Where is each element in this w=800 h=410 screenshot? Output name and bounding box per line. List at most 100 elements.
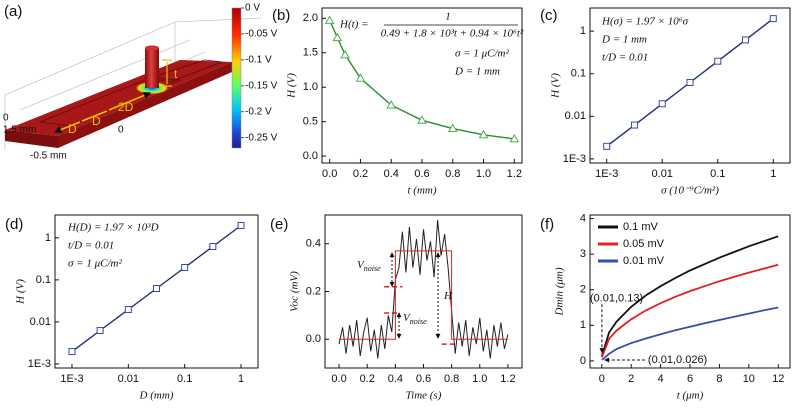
panel-label: (a)	[4, 3, 22, 20]
y-tick-label: 2.0	[303, 12, 318, 24]
annotation: 0.49 + 1.8 × 10³t + 0.94 × 10⁶t²	[381, 28, 524, 40]
y-tick-label: 2	[580, 284, 586, 296]
annotation: H(D) = 1.97 × 10³D	[67, 222, 159, 234]
annotation: (0.01,0.13)	[590, 292, 643, 304]
y-axis-label: H (V)	[286, 73, 298, 99]
plot-frame	[324, 214, 523, 369]
scene-label: D	[92, 114, 101, 128]
annotation: (0.01,0.026)	[648, 354, 707, 366]
y-tick-label: 1	[580, 25, 586, 37]
marker	[509, 133, 520, 143]
x-tick-label: 0.2	[353, 168, 368, 180]
x-tick-label: 0.2	[360, 373, 375, 385]
colorbar-label: -0.15 V	[245, 80, 278, 91]
scene-label: t	[174, 67, 178, 81]
marker	[68, 348, 76, 356]
series-line	[601, 263, 779, 358]
annotation-text: V	[403, 312, 411, 324]
marker	[714, 57, 722, 65]
scene-label: -0.5 mm	[30, 151, 67, 162]
x-tick-label: 0.8	[444, 373, 459, 385]
x-tick-label: 0.0	[331, 373, 346, 385]
x-tick-label: 0.0	[322, 168, 337, 180]
annotation-text: V	[357, 259, 365, 271]
annotation: Vnoise	[403, 312, 427, 326]
scene-label: 1.5 mm	[3, 125, 36, 136]
y-tick-label: 0	[580, 355, 586, 367]
annotation: σ = 1 μC/m²	[68, 258, 122, 270]
panel-label: (f)	[540, 216, 554, 233]
series-line	[601, 306, 779, 361]
y-tick-label: 1	[45, 232, 51, 244]
marker	[478, 129, 489, 139]
legend-label: 0.01 mV	[623, 255, 665, 267]
annotation-text: H	[443, 290, 453, 302]
annotation: σ = 1 μC/m²	[455, 48, 509, 60]
x-tick-label: 6	[687, 373, 693, 385]
marker	[686, 78, 694, 86]
x-tick-label: 0.8	[445, 168, 460, 180]
colorbar-label: 0 V	[245, 3, 260, 14]
marker	[386, 100, 397, 109]
scene-label: 0	[3, 113, 9, 124]
y-tick-label: 0.01	[30, 316, 51, 328]
panel-label: (b)	[272, 7, 290, 24]
colorbar-label: -0.1 V	[245, 54, 272, 65]
x-tick-label: 1	[770, 168, 776, 180]
y-tick-label: 4	[580, 212, 586, 224]
x-tick-label: 1E-3	[595, 168, 618, 180]
annotation: Vnoise	[357, 259, 381, 273]
annotation: D = 1 mm	[601, 34, 647, 46]
scene-label: D	[68, 122, 77, 136]
marker	[355, 73, 366, 82]
colorbar-label: -0.2 V	[245, 106, 272, 117]
x-tick-label: 0.01	[652, 168, 673, 180]
y-tick-label: 1.0	[303, 81, 318, 93]
annotation: H(σ) = 1.97 × 10⁶σ	[601, 16, 689, 28]
x-tick-label: 0.01	[118, 373, 139, 385]
panel-label: (d)	[5, 216, 23, 233]
marker	[630, 121, 638, 129]
marker	[332, 32, 343, 42]
x-tick-label: 0.6	[414, 168, 429, 180]
series-line	[338, 219, 509, 359]
y-axis-label: Voc (mV)	[289, 271, 301, 312]
panel-label: (c)	[540, 7, 558, 24]
x-tick-label: 0	[599, 373, 605, 385]
y-tick-label: 0.0	[303, 150, 318, 162]
x-axis-label: Time (s)	[406, 390, 442, 402]
x-tick-label: 2	[628, 373, 634, 385]
y-tick-label: 0.1	[36, 274, 51, 286]
y-tick-label: 1E-3	[28, 358, 51, 370]
annotation-text: (0.01,0.13)	[590, 292, 643, 304]
x-tick-label: 0.1	[177, 373, 192, 385]
marker	[96, 327, 104, 335]
colorbar-label: -0.25 V	[245, 132, 278, 143]
marker	[417, 115, 427, 124]
annotation-sub: noise	[364, 264, 381, 273]
legend-label: 0.1 mV	[623, 221, 659, 233]
marker	[209, 242, 217, 250]
legend-label: 0.05 mV	[623, 238, 665, 250]
x-tick-label: 10	[743, 373, 755, 385]
marker	[124, 306, 132, 314]
plot-frame	[54, 214, 259, 369]
y-tick-label: 1E-3	[563, 153, 586, 165]
x-tick-label: 1.2	[507, 168, 522, 180]
x-axis-label: t (mm)	[407, 185, 436, 197]
marker	[603, 142, 611, 150]
y-tick-label: 0.01	[565, 110, 586, 122]
x-tick-label: 0.4	[388, 373, 403, 385]
x-tick-label: 0.4	[384, 168, 399, 180]
y-tick-label: 1	[580, 319, 586, 331]
panel-label: (e)	[270, 216, 288, 233]
plot-frame	[589, 7, 791, 164]
annotation: H	[443, 290, 453, 302]
scene-label: 2D	[118, 100, 134, 114]
scene-label: 0	[118, 125, 124, 136]
annotation: t/D = 0.01	[68, 240, 114, 252]
series-line	[601, 235, 779, 357]
annotation-sub: noise	[410, 317, 427, 326]
x-tick-label: 1.0	[476, 168, 491, 180]
y-axis-label: Dmin (μm)	[554, 267, 566, 316]
